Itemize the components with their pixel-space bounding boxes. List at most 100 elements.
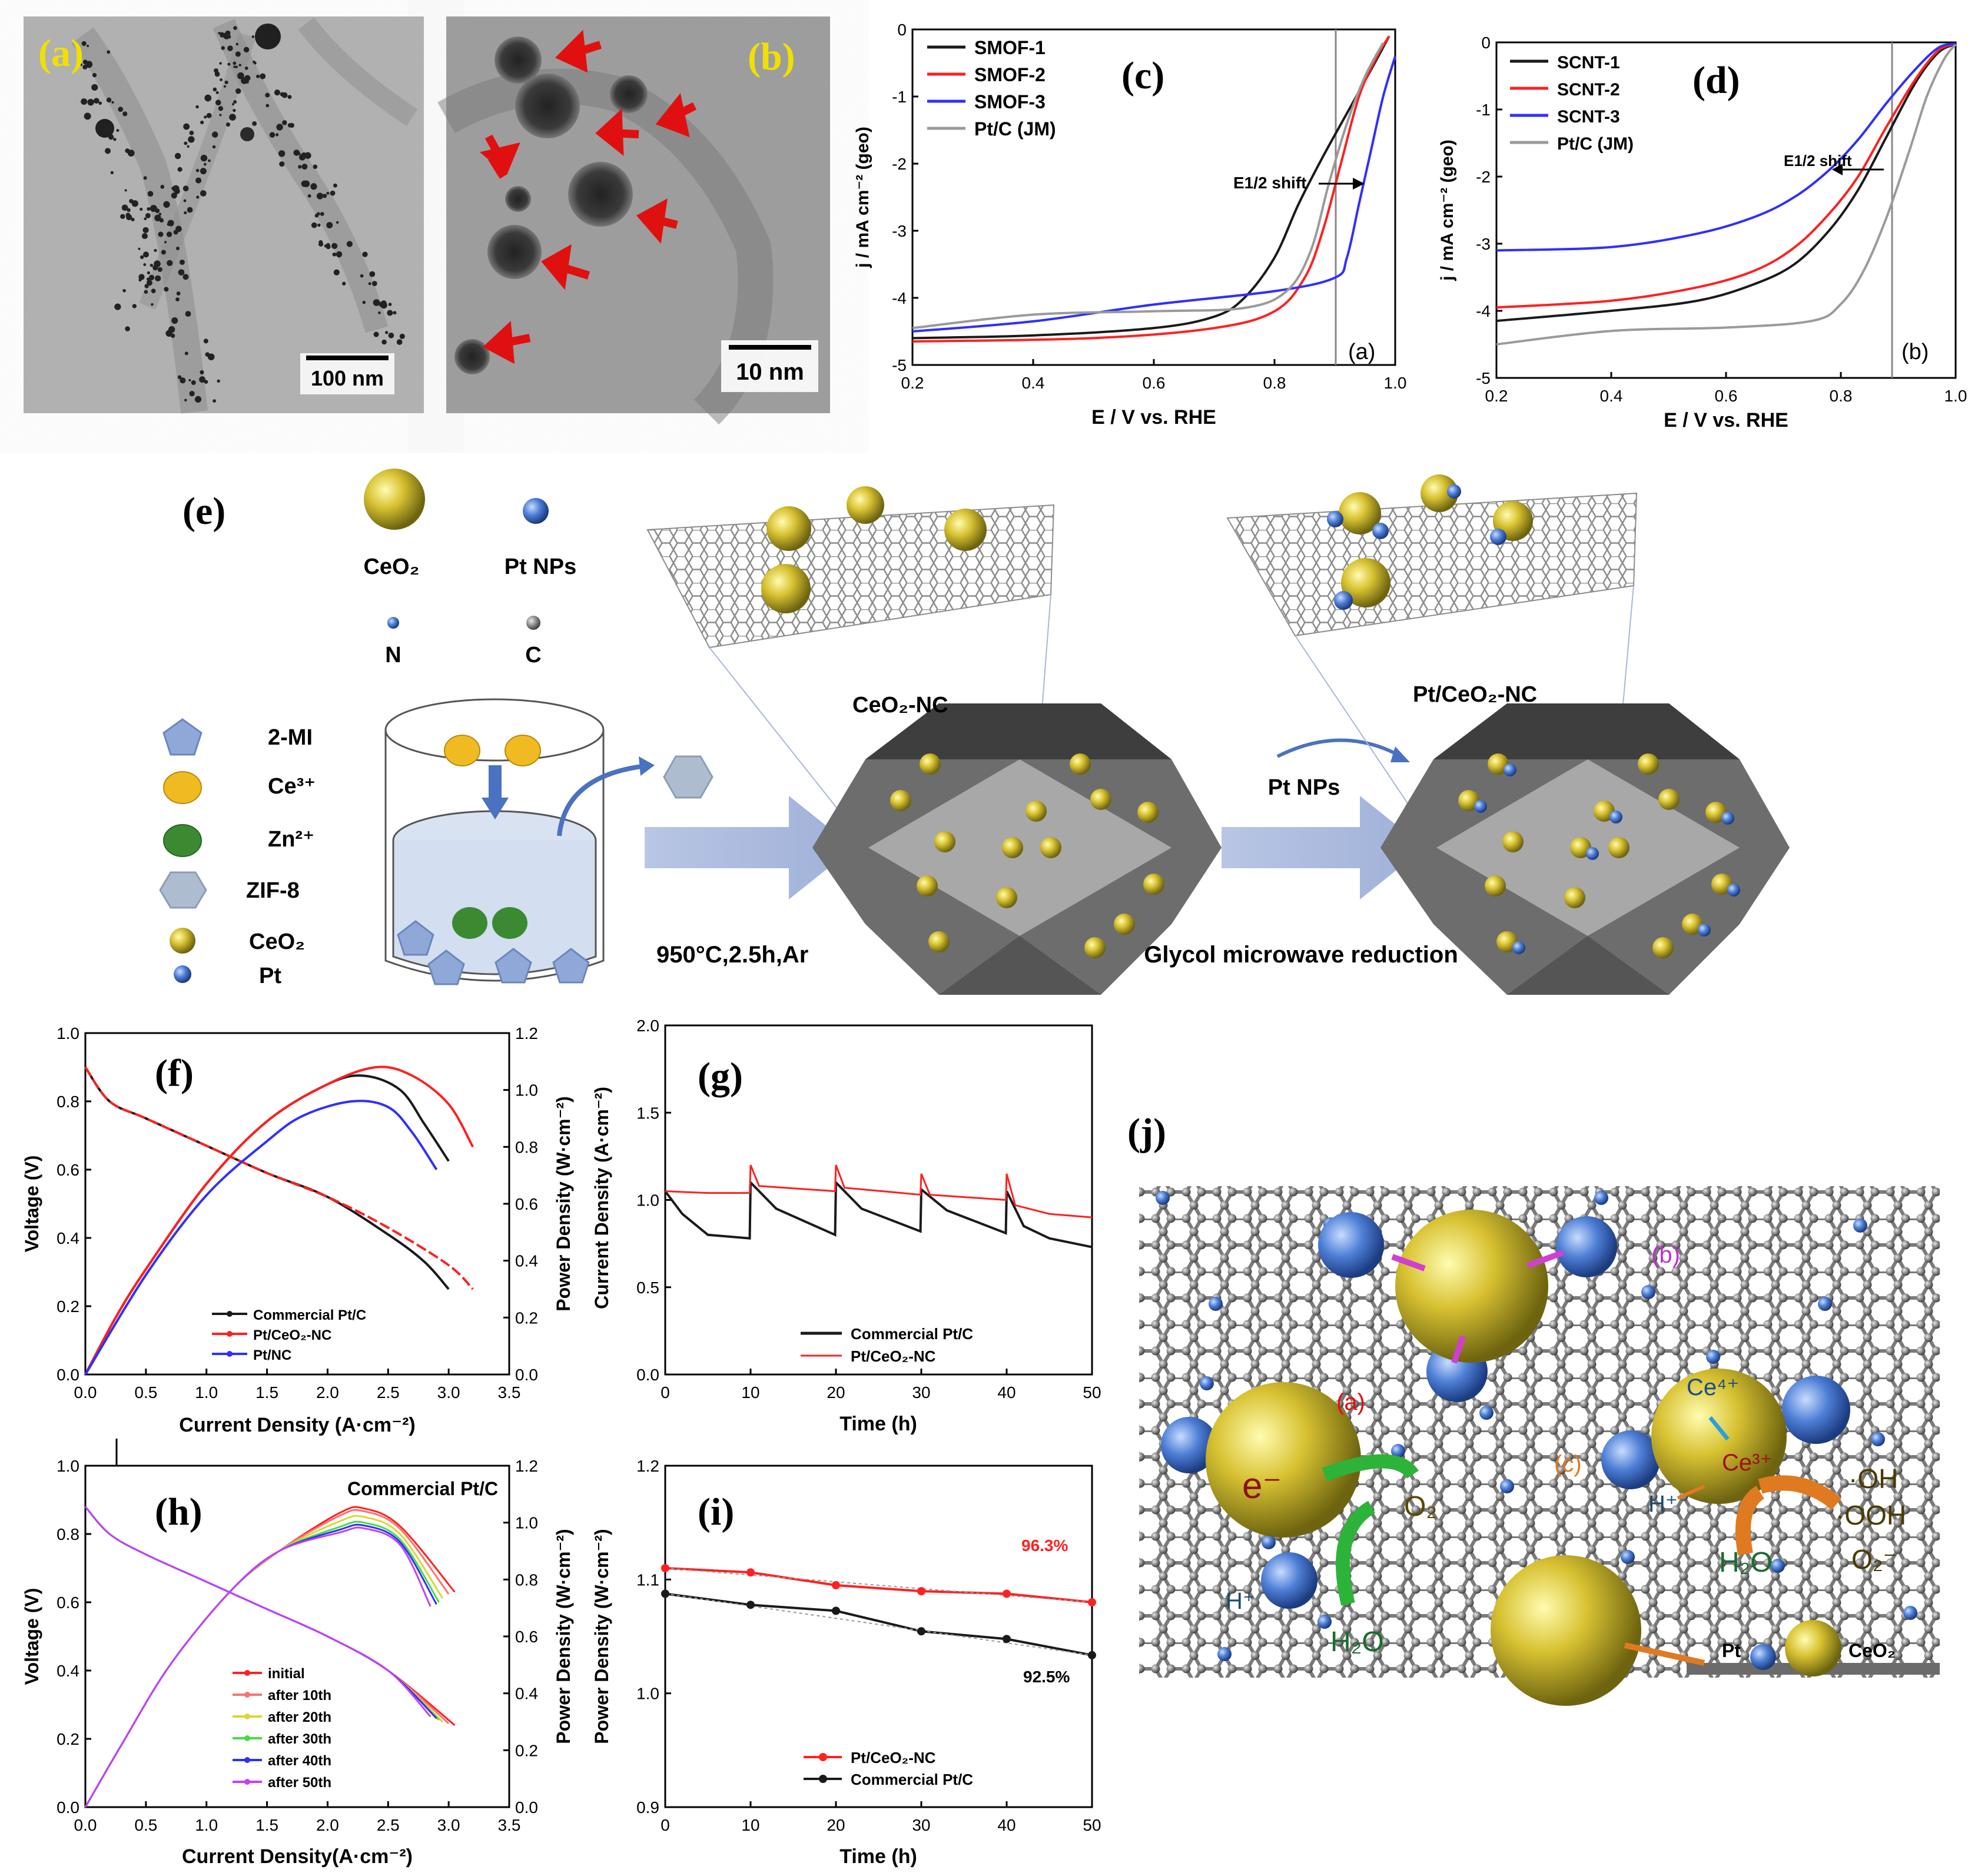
nanoparticle-dot [167,260,173,267]
nanoparticle-dot [311,222,317,228]
data-point-i [917,1627,925,1636]
nanoparticle-dot [318,240,323,244]
voltage-curve-h-2 [84,1506,443,1723]
nanoparticle-dot [388,303,392,306]
y-tick-label-f: 0.2 [57,1297,79,1316]
nanoparticle-dot [191,380,196,386]
nanoparticle-dot [158,212,162,216]
nanoparticle-dot [151,303,154,306]
n-dopant [1262,1535,1276,1549]
nanoparticle-dot [106,125,112,132]
ceo2-particle [1084,937,1106,958]
nanoparticle-dot [326,243,330,247]
nanoparticle-dot [346,241,353,247]
pt-np-icon [523,498,549,524]
series-line-d-1 [1496,43,1956,309]
x-tick-label-g: 30 [912,1383,930,1402]
nanoparticle-dot [125,326,130,331]
ceo2-particle [1570,837,1591,858]
data-point-i [746,1601,755,1609]
legend-top-c: C [525,643,541,668]
y-tick-label-g: 1.0 [636,1191,659,1210]
legend-c-smof1: SMOF-1 [974,37,1046,58]
nanoparticle-dot [164,287,169,292]
nanoparticle-dot [269,132,276,138]
nanoparticle-dot [92,73,97,78]
nanoparticle-dot [301,164,308,170]
series-line-g-1 [665,1164,1093,1218]
nanoparticle-dot [175,246,180,250]
x-tick-label-h: 3.5 [498,1816,521,1834]
legend-left-zn: Zn²⁺ [268,827,314,852]
x-tick-label-h: 0.0 [74,1816,97,1834]
nanoparticle-dot [200,168,207,175]
y2-tick-label-h: 1.2 [515,1457,538,1475]
y2-tick-label-f: 0.2 [515,1309,538,1327]
legend-f-ceo2: Pt/CeO₂-NC [253,1327,331,1343]
nanoparticle-dot [174,188,180,194]
nanoparticle-dot [333,269,340,275]
nanoparticle-dot [144,217,147,221]
legend-top-ceo2: CeO₂ [363,555,419,579]
inner-label-c: (a) [1348,340,1375,364]
data-point-i [661,1564,669,1572]
nanoparticle-dot [187,145,190,148]
x-tick-label-f: 0.0 [74,1383,97,1402]
legend-c-smof3: SMOF-3 [974,91,1046,112]
fit-line-i-0 [665,1568,1093,1603]
nanoparticle-dot [252,121,257,126]
y2-tick-label-f: 1.2 [515,1024,538,1042]
legend-h-label: after 50th [268,1775,331,1791]
pt-particle [1727,884,1740,897]
scheme-e: (e) CeO₂ Pt NPs N C 2-MI Ce³⁺ Zn²⁺ ZIF-8… [159,469,1790,995]
n-dopant [1209,1297,1223,1311]
graphene-sheet-2 [1226,492,1638,637]
nanoparticle-dot [233,65,236,68]
panel-label-d: (d) [1692,59,1740,102]
x-tick-label-d: 0.2 [1485,387,1508,405]
n-dopant [1853,1218,1867,1233]
xlabel-d: E / V vs. RHE [1664,409,1788,431]
pt-particle [1698,924,1711,937]
ceo2-particle [1608,837,1629,858]
x-tick-label-i: 10 [741,1816,759,1834]
legend-left-zif: ZIF-8 [246,878,300,903]
nanoparticle-dot [189,391,195,397]
panel-label-g: (g) [698,1055,743,1098]
nanoparticle-dot [178,269,185,276]
chart-h: 0.0 0.5 1.0 1.5 2.0 2.5 3.0 3.50.00.20.40.60.81… [21,1439,574,1868]
nanoparticle-dot [385,331,389,334]
nanoparticle-dot [208,159,211,162]
mech-ceo2-legend: CeO₂ [1848,1640,1896,1661]
x-tick-label-g: 40 [997,1383,1015,1402]
y-tick-label-f: 1.0 [57,1024,79,1042]
y-tick-label-h: 0.0 [57,1798,79,1817]
nanoparticle-dot [184,211,187,215]
x-tick-label-h: 2.0 [316,1816,339,1834]
nanoparticle-dot [108,134,114,140]
product2-label: Pt/CeO₂-NC [1413,682,1537,707]
n-dopant [1871,1432,1885,1446]
mech-ce3: Ce³⁺ [1722,1450,1773,1476]
nanoparticle-dot [106,97,112,103]
nanoparticle-dot [87,44,89,48]
nanoparticle-dot [151,288,156,294]
nanoparticle-dot [378,311,381,314]
nanoparticle-dot [373,331,379,337]
nanoparticle-dot [142,251,149,258]
ceo2-particle [1114,914,1135,935]
nanoparticle-dot [220,32,224,36]
inner-label-d: (b) [1901,340,1929,364]
nanoparticle-dot [93,98,99,104]
y2-tick-label-h: 1.0 [515,1514,538,1532]
y2-tick-label-f: 0.0 [515,1366,538,1384]
nanoparticle-dot [323,194,327,198]
nanoparticle-dot [184,141,188,145]
legend-f-ptnc: Pt/NC [253,1347,291,1363]
ylabel-h: Voltage (V) [21,1588,42,1685]
legend-h-label: after 20th [268,1709,331,1725]
ceo2-particle [1070,753,1091,775]
legend-left-mi: 2-MI [268,725,313,750]
nanoparticle-dot [251,35,255,38]
x-tick-label-g: 0 [661,1383,670,1402]
